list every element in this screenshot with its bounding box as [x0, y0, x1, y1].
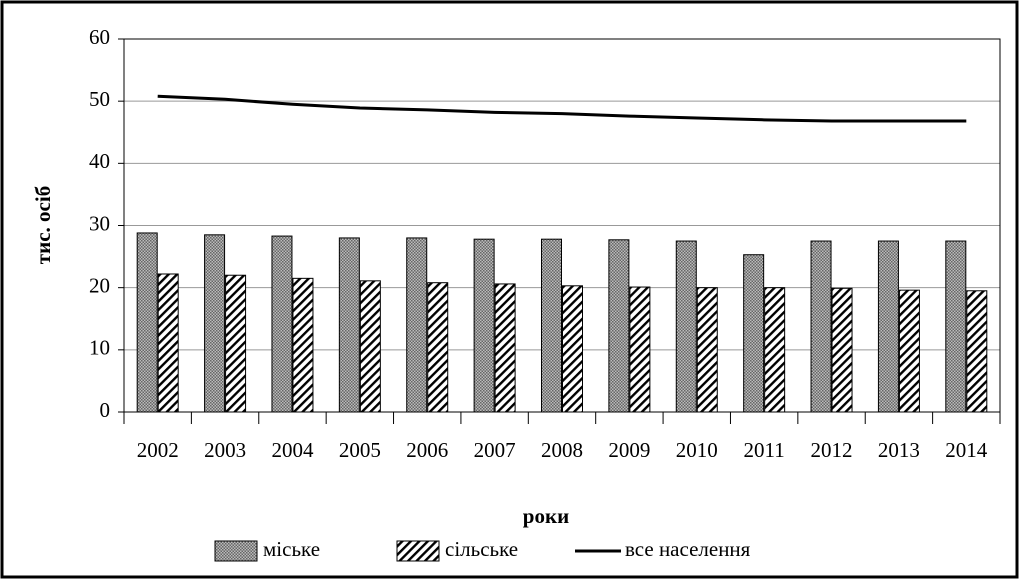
bar — [877, 240, 899, 413]
legend-label: все населення — [625, 537, 751, 561]
bar — [473, 238, 495, 413]
x-tick-label: 2003 — [204, 438, 246, 462]
bar — [541, 238, 562, 413]
bar — [427, 282, 449, 413]
x-tick-label: 2009 — [608, 438, 650, 462]
legend-label: сільське — [445, 537, 518, 561]
bar — [743, 254, 765, 413]
legend-swatch — [214, 540, 258, 562]
x-axis-title: роки — [523, 504, 569, 528]
bar — [359, 280, 381, 413]
x-tick-label: 2008 — [541, 438, 583, 462]
bar — [898, 289, 920, 413]
x-tick-label: 2002 — [137, 438, 179, 462]
bar — [136, 232, 158, 413]
y-tick-label: 60 — [89, 25, 110, 49]
y-tick-label: 10 — [89, 336, 110, 360]
bar — [831, 287, 853, 413]
x-tick-label: 2006 — [406, 438, 448, 462]
y-tick-label: 40 — [89, 149, 110, 173]
bar — [810, 240, 832, 413]
bar — [562, 285, 583, 413]
x-tick-label: 2010 — [676, 438, 718, 462]
x-tick-label: 2004 — [271, 438, 314, 462]
x-tick-label: 2012 — [811, 438, 853, 462]
y-tick-label: 30 — [89, 211, 110, 235]
x-tick-label: 2007 — [474, 438, 516, 462]
bar — [945, 240, 967, 413]
bar — [271, 235, 293, 413]
y-tick-label: 20 — [89, 273, 110, 297]
x-tick-label: 2011 — [744, 438, 785, 462]
bar — [494, 283, 516, 413]
bar — [629, 286, 651, 413]
bar — [204, 234, 226, 413]
bar — [292, 277, 314, 413]
y-axis-title: тис. осіб — [31, 186, 55, 264]
bar — [608, 239, 630, 413]
legend-swatch — [396, 540, 440, 562]
bar — [225, 274, 247, 413]
bar — [406, 237, 428, 413]
legend-label: міське — [263, 537, 320, 561]
y-tick-label: 0 — [100, 398, 111, 422]
bar — [338, 237, 360, 413]
bar — [696, 287, 718, 413]
bar — [675, 240, 697, 413]
line — [157, 94, 967, 123]
x-tick-label: 2005 — [339, 438, 381, 462]
bar — [157, 273, 179, 413]
x-tick-label: 2014 — [945, 438, 988, 462]
bar — [764, 287, 786, 413]
bar — [966, 290, 988, 413]
x-tick-label: 2013 — [878, 438, 920, 462]
y-tick-label: 50 — [89, 87, 110, 111]
